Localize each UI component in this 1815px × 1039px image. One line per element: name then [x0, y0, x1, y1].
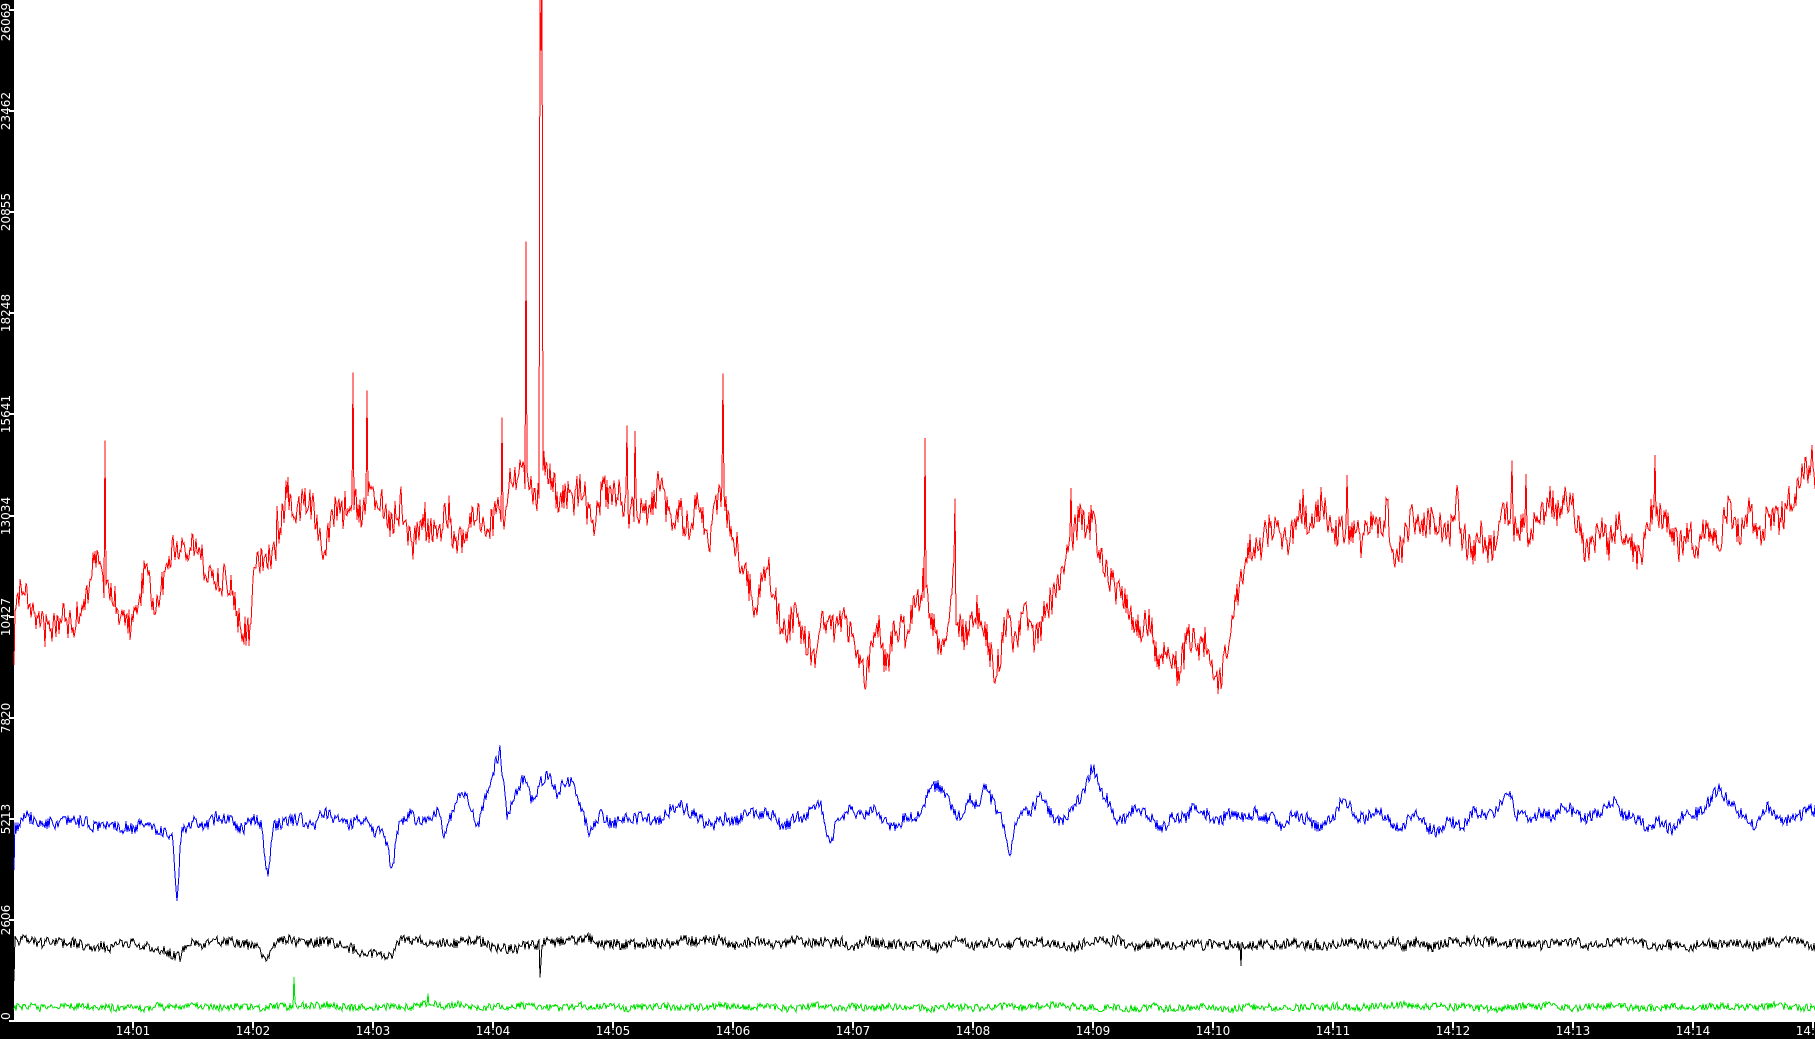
- x-tick-label: 14:10: [1195, 1024, 1231, 1038]
- y-tick-label: 2606: [0, 904, 13, 936]
- x-tick-mark: [132, 1022, 134, 1028]
- series-blue-line: [13, 745, 1815, 901]
- series-black-line: [13, 931, 1815, 982]
- x-tick-mark: [972, 1022, 974, 1028]
- x-tick-label: 14:15: [1795, 1024, 1815, 1038]
- x-tick-label: 14:12: [1435, 1024, 1471, 1038]
- y-tick-mark: [9, 413, 14, 415]
- y-tick-mark: [9, 818, 14, 820]
- series-red-line: [13, 0, 1815, 695]
- x-tick-mark: [1212, 1022, 1214, 1028]
- y-tick-mark: [9, 110, 14, 112]
- x-tick-label: 14:14: [1675, 1024, 1711, 1038]
- x-tick-mark: [1812, 1022, 1814, 1028]
- x-tick-label: 14:05: [595, 1024, 631, 1038]
- y-tick-label: 18248: [0, 293, 13, 333]
- x-tick-label: 14:04: [475, 1024, 511, 1038]
- y-tick-label: 10427: [0, 597, 13, 637]
- y-tick-label: 13034: [0, 496, 13, 536]
- x-axis-strip: [0, 1022, 1815, 1039]
- x-tick-label: 14:11: [1315, 1024, 1351, 1038]
- x-tick-mark: [1692, 1022, 1694, 1028]
- series-green-line: [13, 976, 1815, 1015]
- x-tick-label: 14:06: [715, 1024, 751, 1038]
- y-tick-label: 15641: [0, 394, 13, 434]
- x-tick-mark: [492, 1022, 494, 1028]
- y-tick-mark: [9, 717, 14, 719]
- x-tick-mark: [1332, 1022, 1334, 1028]
- y-tick-label: 7820: [0, 702, 13, 734]
- y-tick-label: 26069: [0, 2, 13, 42]
- x-tick-mark: [612, 1022, 614, 1028]
- y-tick-mark: [9, 211, 14, 213]
- x-tick-label: 14:02: [235, 1024, 271, 1038]
- x-tick-label: 14:08: [955, 1024, 991, 1038]
- x-tick-mark: [1452, 1022, 1454, 1028]
- y-tick-label: 20855: [0, 192, 13, 232]
- y-tick-label: 5213: [0, 803, 13, 835]
- y-axis-strip: [0, 0, 14, 1039]
- y-tick-mark: [9, 312, 14, 314]
- y-tick-mark: [9, 919, 14, 921]
- x-tick-label: 14:03: [355, 1024, 391, 1038]
- x-tick-mark: [732, 1022, 734, 1028]
- y-tick-mark: [9, 515, 14, 517]
- x-tick-mark: [1092, 1022, 1094, 1028]
- x-tick-mark: [852, 1022, 854, 1028]
- y-tick-label: 23462: [0, 91, 13, 131]
- x-tick-mark: [252, 1022, 254, 1028]
- x-tick-mark: [1572, 1022, 1574, 1028]
- y-tick-mark: [9, 9, 14, 11]
- x-tick-label: 14:07: [835, 1024, 871, 1038]
- x-tick-mark: [372, 1022, 374, 1028]
- x-tick-label: 14:01: [115, 1024, 151, 1038]
- x-tick-label: 14:13: [1555, 1024, 1591, 1038]
- y-tick-label: 0: [0, 1012, 13, 1020]
- y-tick-mark: [9, 1020, 14, 1022]
- x-tick-label: 14:09: [1075, 1024, 1111, 1038]
- y-tick-mark: [9, 616, 14, 618]
